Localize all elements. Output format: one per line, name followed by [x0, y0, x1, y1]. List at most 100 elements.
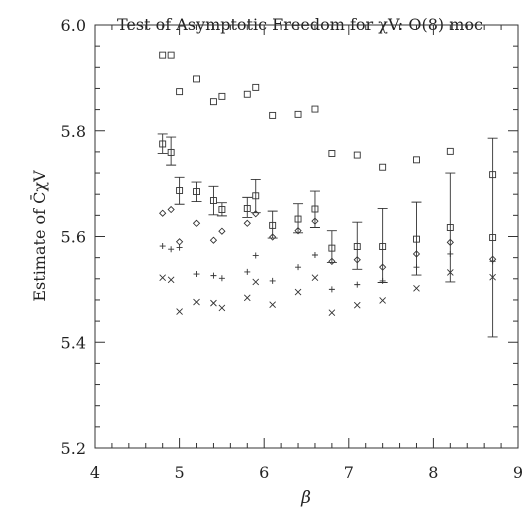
plus-point	[413, 264, 420, 271]
error-bar	[293, 203, 304, 234]
square-point	[294, 110, 302, 118]
crossed-box-point	[243, 205, 251, 212]
plus-point	[328, 286, 335, 293]
crossed-box-point	[252, 192, 260, 200]
plus-point	[489, 258, 496, 265]
x-tick-label: 7	[344, 463, 354, 482]
error-bar	[174, 176, 185, 205]
cross-point	[379, 297, 386, 304]
cross-point	[167, 276, 175, 284]
y-tick-label: 5.8	[61, 122, 86, 141]
error-bar	[250, 178, 261, 214]
plus-point	[354, 281, 361, 288]
error-bar	[411, 201, 422, 276]
square-point	[243, 90, 251, 98]
x-tick-label: 4	[90, 463, 100, 482]
cross-point	[328, 309, 336, 316]
crossed-box-point	[193, 188, 200, 196]
error-bar	[445, 172, 456, 283]
square-point	[328, 150, 336, 157]
cross-point	[176, 308, 183, 315]
plus-point	[210, 272, 217, 279]
diamond-point	[412, 250, 421, 258]
square-point	[176, 88, 184, 96]
crossed-box-point	[159, 140, 167, 148]
plus-point	[295, 264, 302, 271]
cross-point	[294, 288, 302, 296]
cross-point	[252, 278, 260, 286]
cross-point	[489, 273, 496, 281]
cross-point	[193, 298, 200, 306]
error-bar	[191, 181, 202, 203]
cross-point	[210, 299, 217, 307]
diamond-point	[328, 257, 336, 265]
plus-point	[168, 246, 175, 253]
diamond-point	[167, 205, 175, 214]
square-point	[311, 105, 319, 113]
x-tick-label: 9	[513, 463, 523, 482]
crossed-box-point	[176, 187, 184, 194]
y-tick-label: 5.6	[61, 228, 86, 247]
crossed-box-point	[311, 205, 319, 213]
crossed-box-point	[328, 244, 336, 252]
y-axis-label: Estimate of C̄χV	[28, 170, 49, 302]
error-bar	[309, 190, 320, 228]
diamond-point	[175, 238, 184, 246]
crossed-box-point	[379, 243, 387, 250]
plus-point	[379, 277, 386, 284]
error-bar	[487, 137, 498, 338]
error-bar	[157, 133, 168, 154]
square-point	[353, 151, 361, 159]
diamond-point	[192, 219, 201, 227]
plus-point	[218, 275, 225, 282]
crossed-box-point	[218, 206, 226, 213]
crossed-box-point	[489, 234, 497, 242]
diamond-point	[218, 227, 226, 235]
crossed-box-point	[446, 224, 454, 231]
diamond-point	[379, 263, 387, 271]
plus-point	[269, 277, 276, 284]
crossed-box-point	[353, 243, 361, 250]
x-axis-label: β	[300, 488, 311, 508]
crossed-box-point	[209, 197, 217, 204]
plus-point	[244, 268, 251, 275]
axis-ticks	[94, 24, 519, 449]
plus-point	[193, 271, 200, 278]
crossed-box-point	[167, 148, 175, 156]
plus-point	[252, 252, 259, 259]
y-tick-label: 5.4	[61, 333, 86, 352]
square-point	[379, 163, 387, 171]
diamond-point	[446, 238, 454, 246]
diamond-point	[252, 210, 260, 218]
plus-point	[176, 244, 183, 251]
square-point	[193, 75, 200, 83]
data-marks	[157, 51, 498, 338]
diamond-point	[209, 236, 218, 244]
diamond-point	[159, 209, 167, 217]
error-bar	[377, 208, 388, 283]
y-tick-label: 5.2	[61, 439, 86, 458]
cross-point	[413, 284, 420, 292]
plus-point	[311, 252, 318, 259]
error-bar	[166, 136, 177, 166]
x-tick-label: 6	[259, 463, 269, 482]
plus-point	[159, 243, 166, 250]
x-tick-label: 8	[428, 463, 438, 482]
plot-frame	[94, 24, 519, 449]
square-point	[413, 156, 420, 164]
cross-point	[311, 274, 319, 282]
square-point	[159, 51, 167, 59]
tick-labels: 4 5 6 7 8 9 5.2 5.4 5.6 5.8 6.0	[61, 16, 524, 482]
square-point	[446, 147, 454, 155]
cross-point	[159, 274, 166, 282]
square-point	[167, 51, 175, 59]
crossed-box-point	[269, 221, 277, 229]
square-point	[218, 92, 226, 100]
diamond-point	[243, 219, 251, 227]
error-bar	[326, 230, 337, 263]
error-bar	[216, 202, 227, 217]
diamond-point	[269, 233, 277, 241]
square-point	[209, 98, 217, 106]
